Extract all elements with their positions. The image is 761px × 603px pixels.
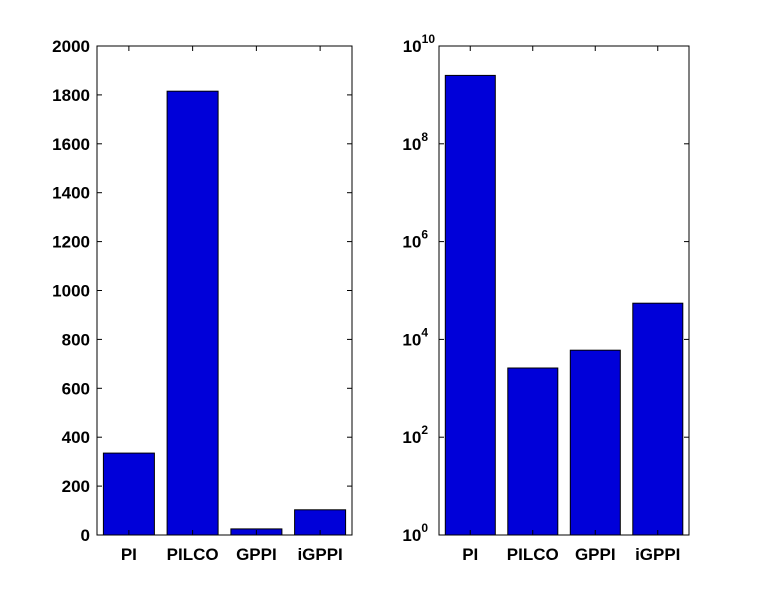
y-tick-label: 600 [62,379,90,398]
plot-frame [96,45,353,536]
x-tick-label: iGPPI [635,545,680,564]
bar-pi [102,452,155,536]
bar-gppi [569,349,621,536]
bar-igppi [632,302,684,536]
x-tick-label: GPPI [236,545,277,564]
y-tick-label: 0 [81,526,90,545]
y-tick-label: 400 [62,428,90,447]
y-tick-label: 104 [402,325,428,349]
x-tick-label: PILCO [167,545,219,564]
y-tick-label: 200 [62,477,90,496]
bar-pilco [166,90,219,536]
y-tick-label: 106 [402,228,428,252]
x-tick-label: PI [462,545,478,564]
y-tick-label: 100 [402,521,428,545]
y-tick-label: 1400 [52,184,90,203]
bar-pilco [507,367,559,536]
y-tick-label: 1800 [52,86,90,105]
plot-frame [438,45,690,536]
x-tick-label: iGPPI [297,545,342,564]
y-tick-label: 800 [62,330,90,349]
left-bar-chart-panel: PI PILCO GPPI iGPPI 0 200 400 600 800 1000 1200 140… [52,37,353,564]
y-tick-label: 1600 [52,135,90,154]
x-tick-label: PI [121,545,137,564]
bar-pi [444,74,496,536]
y-tick-label: 1000 [52,282,90,301]
x-tick-label: PILCO [507,545,559,564]
y-tick-label: 2000 [52,37,90,56]
y-tick-label: 108 [402,130,428,154]
y-tick-label: 1010 [403,32,436,56]
y-tick-label: 102 [402,423,428,447]
x-tick-label: GPPI [575,545,616,564]
right-bar-chart-panel: PI PILCO GPPI iGPPI 100 102 104 106 108 1010 [402,32,690,564]
y-tick-label: 1200 [52,233,90,252]
